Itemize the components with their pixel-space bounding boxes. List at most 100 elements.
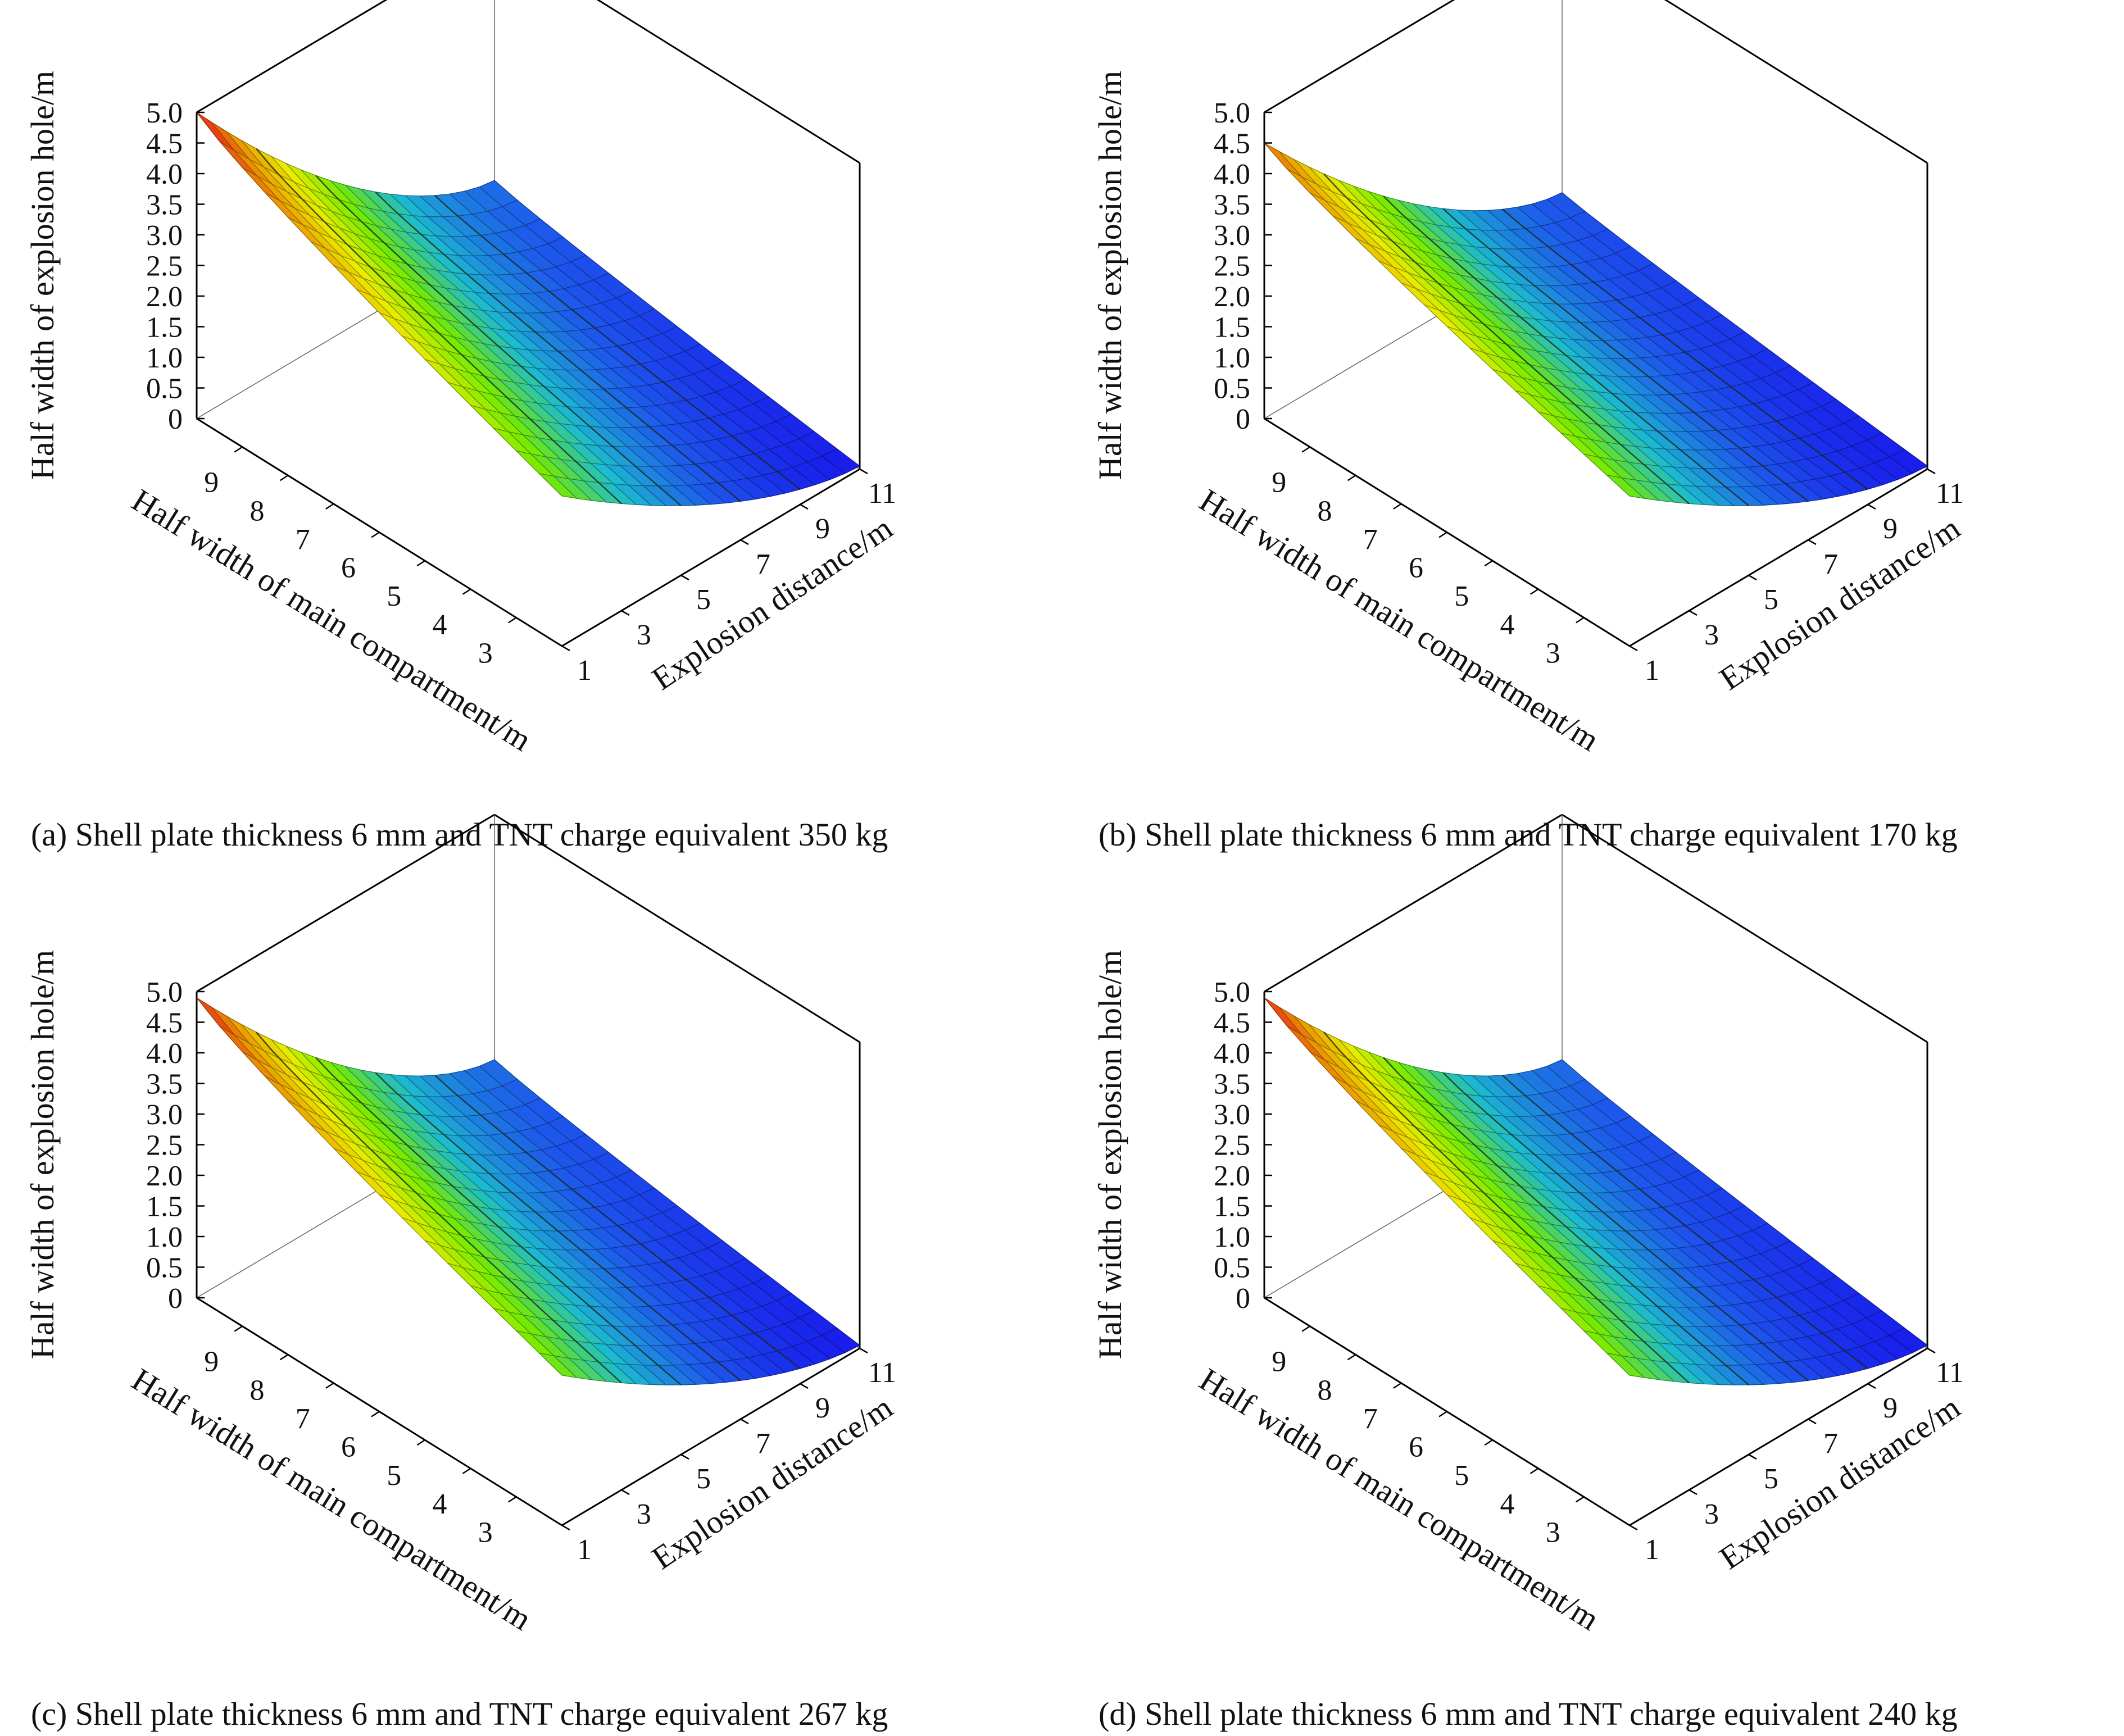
axis-edge (196, 0, 388, 113)
z-tick-label: 5.0 (1214, 97, 1250, 129)
x-tick-label: 8 (1318, 495, 1332, 527)
x-tick-label: 7 (1363, 1403, 1378, 1435)
z-tick-label: 0 (168, 1283, 183, 1315)
z-tick-label: 4.0 (1214, 1038, 1250, 1070)
z-tick-label: 0.5 (146, 1252, 183, 1284)
z-tick-label: 1.5 (146, 312, 183, 344)
x-tick-label: 3 (1546, 1516, 1560, 1548)
chart-panel-b: 00.51.01.52.02.53.03.54.04.55.0 Half widt… (1092, 0, 1967, 853)
surface-gridline (1442, 208, 1809, 502)
x-tick-mark (1484, 560, 1493, 567)
z-tick-label: 2.0 (146, 281, 183, 313)
y-tick-mark (800, 1383, 809, 1389)
z-tick-label: 1.0 (146, 1221, 183, 1253)
y-tick-mark (859, 468, 868, 475)
z-tick-label: 1.0 (146, 342, 183, 374)
axis-edge (196, 814, 495, 993)
y-axis-label: Explosion distance/m (1713, 510, 1967, 697)
z-tick-label: 2.0 (1214, 281, 1250, 313)
x-tick-label: 7 (1363, 524, 1378, 556)
x-tick-label: 3 (1546, 637, 1560, 669)
y-tick-label: 5 (1764, 1463, 1778, 1495)
y-tick-mark (1867, 1383, 1876, 1389)
x-tick-mark (325, 503, 334, 510)
y-tick-label: 1 (1645, 1534, 1659, 1566)
surface (196, 997, 860, 1385)
x-tick-mark (462, 1467, 471, 1474)
surface-gridline (1442, 1072, 1809, 1381)
x-axis-label: Half width of main compartment/m (1193, 1361, 1605, 1637)
x-tick-label: 3 (478, 637, 493, 669)
y-tick-mark (1927, 468, 1936, 475)
axis-edge (1264, 814, 1563, 993)
z-tick-label: 0.5 (1214, 373, 1250, 405)
y-tick-mark (680, 574, 689, 581)
y-tick-mark (800, 503, 809, 510)
axis-edge (561, 1347, 860, 1526)
y-tick-label: 7 (1823, 1428, 1838, 1460)
y-tick-mark (621, 610, 630, 616)
x-tick-label: 6 (341, 1431, 356, 1464)
axis-edge (1629, 1347, 1928, 1526)
y-tick-mark (680, 1453, 689, 1460)
y-tick-label: 3 (1704, 619, 1719, 651)
z-axis: 00.51.01.52.02.53.03.54.04.55.0 (146, 976, 205, 1315)
y-tick-label: 1 (577, 655, 592, 687)
y-tick-mark (1867, 503, 1876, 510)
x-tick-mark (371, 1411, 380, 1417)
y-axis-label: Explosion distance/m (645, 510, 899, 697)
x-tick-mark (1576, 1496, 1585, 1503)
x-tick-mark (279, 475, 289, 481)
surface-gridline (1502, 208, 1868, 490)
z-tick-label: 1.5 (146, 1191, 183, 1223)
y-tick-label: 5 (1764, 584, 1778, 616)
axis-edge (1629, 468, 1928, 647)
z-tick-label: 0 (1236, 403, 1250, 435)
surface-gridline (315, 175, 682, 506)
y-tick-label: 11 (1936, 478, 1964, 510)
axis-edge (561, 468, 860, 647)
y-tick-label: 11 (1936, 1357, 1964, 1389)
y-tick-mark (561, 645, 570, 652)
x-tick-label: 5 (387, 1460, 401, 1492)
x-tick-label: 7 (296, 524, 310, 556)
surface-gridline (434, 1074, 801, 1369)
z-tick-label: 3.0 (146, 220, 183, 252)
axis-edge (494, 814, 860, 1043)
z-tick-label: 4.0 (1214, 158, 1250, 190)
y-tick-mark (1748, 574, 1757, 581)
y-tick-mark (1689, 1489, 1698, 1496)
z-tick-label: 3.0 (1214, 220, 1250, 252)
y-tick-label: 9 (815, 513, 830, 545)
chart-panel-c: 00.51.01.52.02.53.03.54.04.55.0 Half widt… (24, 814, 899, 1732)
surface (1264, 142, 1928, 507)
surface-cell (196, 112, 235, 151)
y-tick-label: 3 (637, 1498, 651, 1530)
x-tick-mark (325, 1382, 334, 1389)
x-tick-label: 5 (387, 580, 401, 612)
x-tick-label: 9 (204, 1346, 219, 1378)
x-tick-mark (1530, 588, 1539, 595)
z-tick-label: 2.5 (146, 1130, 183, 1162)
y-tick-mark (1927, 1347, 1936, 1354)
z-tick-label: 1.0 (1214, 1221, 1250, 1253)
x-tick-mark (1347, 1354, 1356, 1361)
z-tick-label: 1.5 (1214, 1191, 1250, 1223)
y-tick-label: 1 (1645, 655, 1659, 687)
z-tick-label: 2.5 (146, 251, 183, 283)
z-tick-label: 3.5 (146, 1069, 183, 1101)
x-tick-label: 3 (478, 1516, 493, 1548)
y-tick-label: 9 (1883, 513, 1898, 545)
x-tick-mark (508, 617, 517, 624)
z-tick-label: 4.5 (1214, 1007, 1250, 1039)
z-tick-label: 2.0 (1214, 1160, 1250, 1192)
surface-cell (1889, 1328, 1928, 1353)
x-tick-mark (1301, 446, 1310, 453)
x-tick-mark (1347, 475, 1356, 481)
x-tick-label: 4 (1500, 1488, 1515, 1520)
z-axis-label: Half width of explosion hole/m (24, 950, 61, 1359)
z-tick-label: 0 (168, 403, 183, 435)
surface (196, 112, 860, 506)
z-tick-label: 3.0 (1214, 1099, 1250, 1131)
